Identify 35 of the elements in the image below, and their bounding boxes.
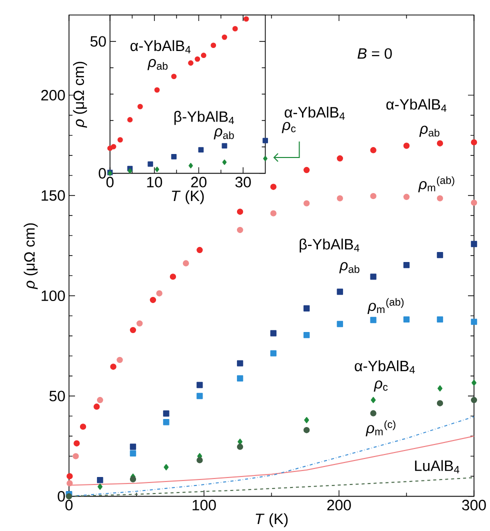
series-label: ρ$_{m}$(ab) (367, 298, 404, 314)
annotation: α-YbAlB$_{4}$ (386, 98, 446, 112)
annotation: α-YbAlB$_{4}$ (354, 360, 415, 374)
y-tick-label: 0 (58, 491, 65, 502)
x-axis-title: T (K) (256, 513, 288, 528)
x-tick-label: 300 (462, 500, 486, 510)
x-tick-label: 200 (327, 500, 351, 510)
series-label: ρ$_{ab}$ (419, 126, 440, 137)
annotation: β-YbAlB$_{4}$ (300, 238, 360, 252)
annotation: B = 0 (358, 48, 392, 59)
x-tick-label: 100 (192, 500, 216, 510)
y-tick-label: 50 (90, 36, 106, 47)
series-label: ρ$_{c}$ (282, 122, 296, 134)
series-label: ρ$_{m}$(c) (366, 420, 396, 436)
annotation: α-YbAlB$_{4}$ (130, 40, 191, 54)
annotation: β-YbAlB$_{4}$ (174, 110, 234, 125)
annotation: α-YbAlB$_{4}$ (284, 106, 345, 120)
series-label: ρ$_{ab}$ (214, 128, 234, 140)
y-axis-title: ρ (μΩ cm) (73, 62, 88, 128)
y-tick-label: 150 (42, 190, 65, 201)
x-axis-title: T (K) (172, 190, 204, 204)
x-tick-label: 0 (106, 176, 114, 188)
y-axis-title: ρ (μΩ cm) (24, 223, 38, 290)
x-tick-label: 10 (147, 176, 162, 188)
series-label: ρ$_{m}$(ab) (418, 176, 454, 192)
x-tick-label: 20 (191, 176, 206, 188)
series-label: ρ$_{ab}$ (147, 58, 168, 70)
y-tick-label: 50 (49, 390, 65, 402)
series-label: LuAlB$_{4}$ (415, 460, 460, 474)
y-tick-label: 100 (42, 290, 65, 302)
y-tick-label: 200 (41, 90, 65, 100)
series-label: ρ$_{ab}$ (339, 262, 360, 274)
series-label: ρ$_{c}$ (374, 380, 388, 392)
x-tick-label: 30 (235, 176, 251, 188)
x-tick-label: 0 (65, 500, 73, 510)
